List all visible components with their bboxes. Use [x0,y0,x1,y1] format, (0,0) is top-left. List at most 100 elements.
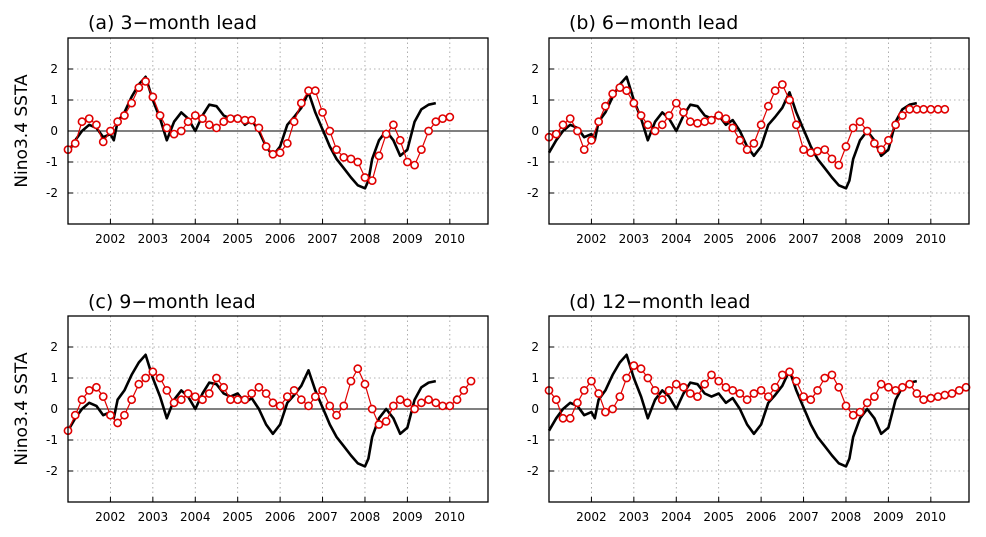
forecast-point [770,86,780,96]
forecast-point [883,382,893,392]
forecast-point [92,382,101,392]
forecast-point [565,114,575,123]
forecast-point [891,385,901,395]
forecast-point [410,160,420,170]
x-tick-label: 2009 [392,510,423,524]
forecast-point [551,129,561,139]
forecast-point [346,376,356,386]
forecast-point [601,101,610,111]
forecast-point [721,114,731,123]
panel-c: (c) 9−month lead Nino3.4 SSTA 2002 2003 20… [12,291,489,524]
forecast-point [98,392,108,401]
forecast-point [275,148,285,158]
y-tick-label: 1 [531,93,539,107]
forecast-point [664,111,674,120]
panel-d: (d) 12−month lead 2002 2003 2004 2005 2006 20… [527,291,971,524]
forecast-point [416,145,426,154]
forecast-point [289,117,299,127]
forecast-point [629,98,639,108]
forecast-point [601,407,610,417]
y-tick-label: 0 [531,402,539,416]
forecast-point [438,114,448,123]
forecast-point [579,385,589,395]
x-tick-label: 2003 [138,510,169,524]
x-tick-label: 2003 [138,232,169,246]
forecast-point [657,120,667,130]
forecast-point [318,108,327,117]
forecast-point [452,395,462,405]
forecast-point [615,392,625,401]
forecast-point [679,382,688,392]
y-tick-label: 0 [50,402,58,416]
x-tick-label: 2007 [788,510,819,524]
forecast-point [289,385,299,395]
forecast-point [204,120,214,130]
y-tick-label: 1 [50,93,58,107]
y-tick-label: 2 [50,340,58,354]
forecast-point [756,385,766,395]
forecast-point [431,117,441,127]
forecast-point [212,123,221,133]
forecast-point [763,392,773,401]
forecast-point [353,157,363,167]
forecast-point [770,382,780,392]
forecast-point [268,398,278,408]
x-tick-label: 2004 [661,232,692,246]
forecast-point [806,395,816,405]
forecast-point [162,385,172,395]
forecast-point [650,385,660,395]
forecast-point [127,98,137,108]
forecast-point [558,120,568,130]
y-tick-label: -2 [527,186,539,200]
panel-title: (c) 9−month lead [88,291,256,313]
forecast-point [261,142,271,151]
forecast-point [749,389,759,398]
forecast-point [275,401,285,411]
forecast-point [226,114,235,123]
forecast-point [339,401,349,411]
forecast-point [735,135,745,145]
forecast-point [735,389,745,398]
forecast-point [332,410,341,420]
forecast-point [183,117,193,127]
panel-title: (d) 12−month lead [569,291,750,313]
y-tick-label: -2 [46,186,58,200]
x-tick-label: 2002 [576,232,607,246]
x-tick-label: 2009 [392,232,423,246]
forecast-point [693,392,702,401]
x-tick-label: 2004 [661,510,692,524]
forecast-point [318,385,327,395]
x-tick-label: 2008 [831,510,862,524]
forecast-point [70,138,80,148]
forecast-point [254,382,264,392]
panel-b: (b) 6−month lead 2002 2003 2004 2005 2006 200… [527,12,970,246]
forecast-point [84,385,94,395]
x-tick-label: 2004 [180,510,211,524]
forecast-point [374,151,384,161]
forecast-point [876,145,886,154]
x-tick-label: 2005 [703,510,734,524]
forecast-point [869,392,879,401]
forecast-point [742,395,752,405]
forecast-point [310,392,320,401]
y-axis-label: Nino3.4 SSTA [12,352,32,466]
forecast-point [926,104,936,114]
panel-a: (a) 3−month lead Nino3.4 SSTA 2002 2003 20… [12,12,489,246]
forecast-point [714,376,724,386]
forecast-point [445,401,455,411]
forecast-point [127,395,137,405]
forecast-point [402,157,412,167]
forecast-point [862,398,872,408]
forecast-point [855,117,865,127]
forecast-point [551,395,561,405]
forecast-point [424,395,434,405]
forecast-point [657,395,667,405]
forecast-point [685,389,695,398]
forecast-point [926,393,936,403]
forecast-point [388,401,398,411]
x-tick-label: 2008 [350,510,381,524]
forecast-point [643,373,653,383]
observed-series-line [66,75,437,190]
forecast-point [791,120,801,130]
forecast-point [664,385,674,395]
